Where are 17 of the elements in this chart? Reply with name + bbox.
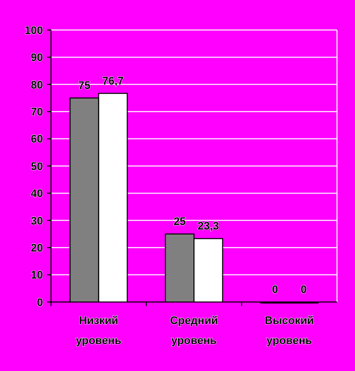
x-tick-label: Высокий уровень (264, 315, 314, 347)
y-tick-label: 40 (30, 188, 43, 200)
y-tick-label: 90 (30, 52, 43, 64)
y-tick-label: 80 (30, 79, 43, 92)
y-tick-label: 10 (30, 270, 43, 282)
y-tick-label: 20 (30, 242, 43, 254)
data-label: 23,3 (198, 220, 220, 233)
y-tick-label: 0 (36, 296, 43, 309)
y-tick-label: 70 (30, 106, 43, 118)
y-tick-label: 60 (30, 134, 43, 146)
y-tick-label: 50 (30, 160, 43, 173)
x-tick-label: Низкий уровень (76, 315, 122, 347)
data-label: 0 (272, 284, 278, 296)
y-tick-label: 100 (24, 24, 43, 37)
data-label: 0 (300, 284, 307, 296)
y-tick-label: 30 (30, 215, 43, 228)
x-tick-label: Средний уровень (170, 315, 218, 347)
